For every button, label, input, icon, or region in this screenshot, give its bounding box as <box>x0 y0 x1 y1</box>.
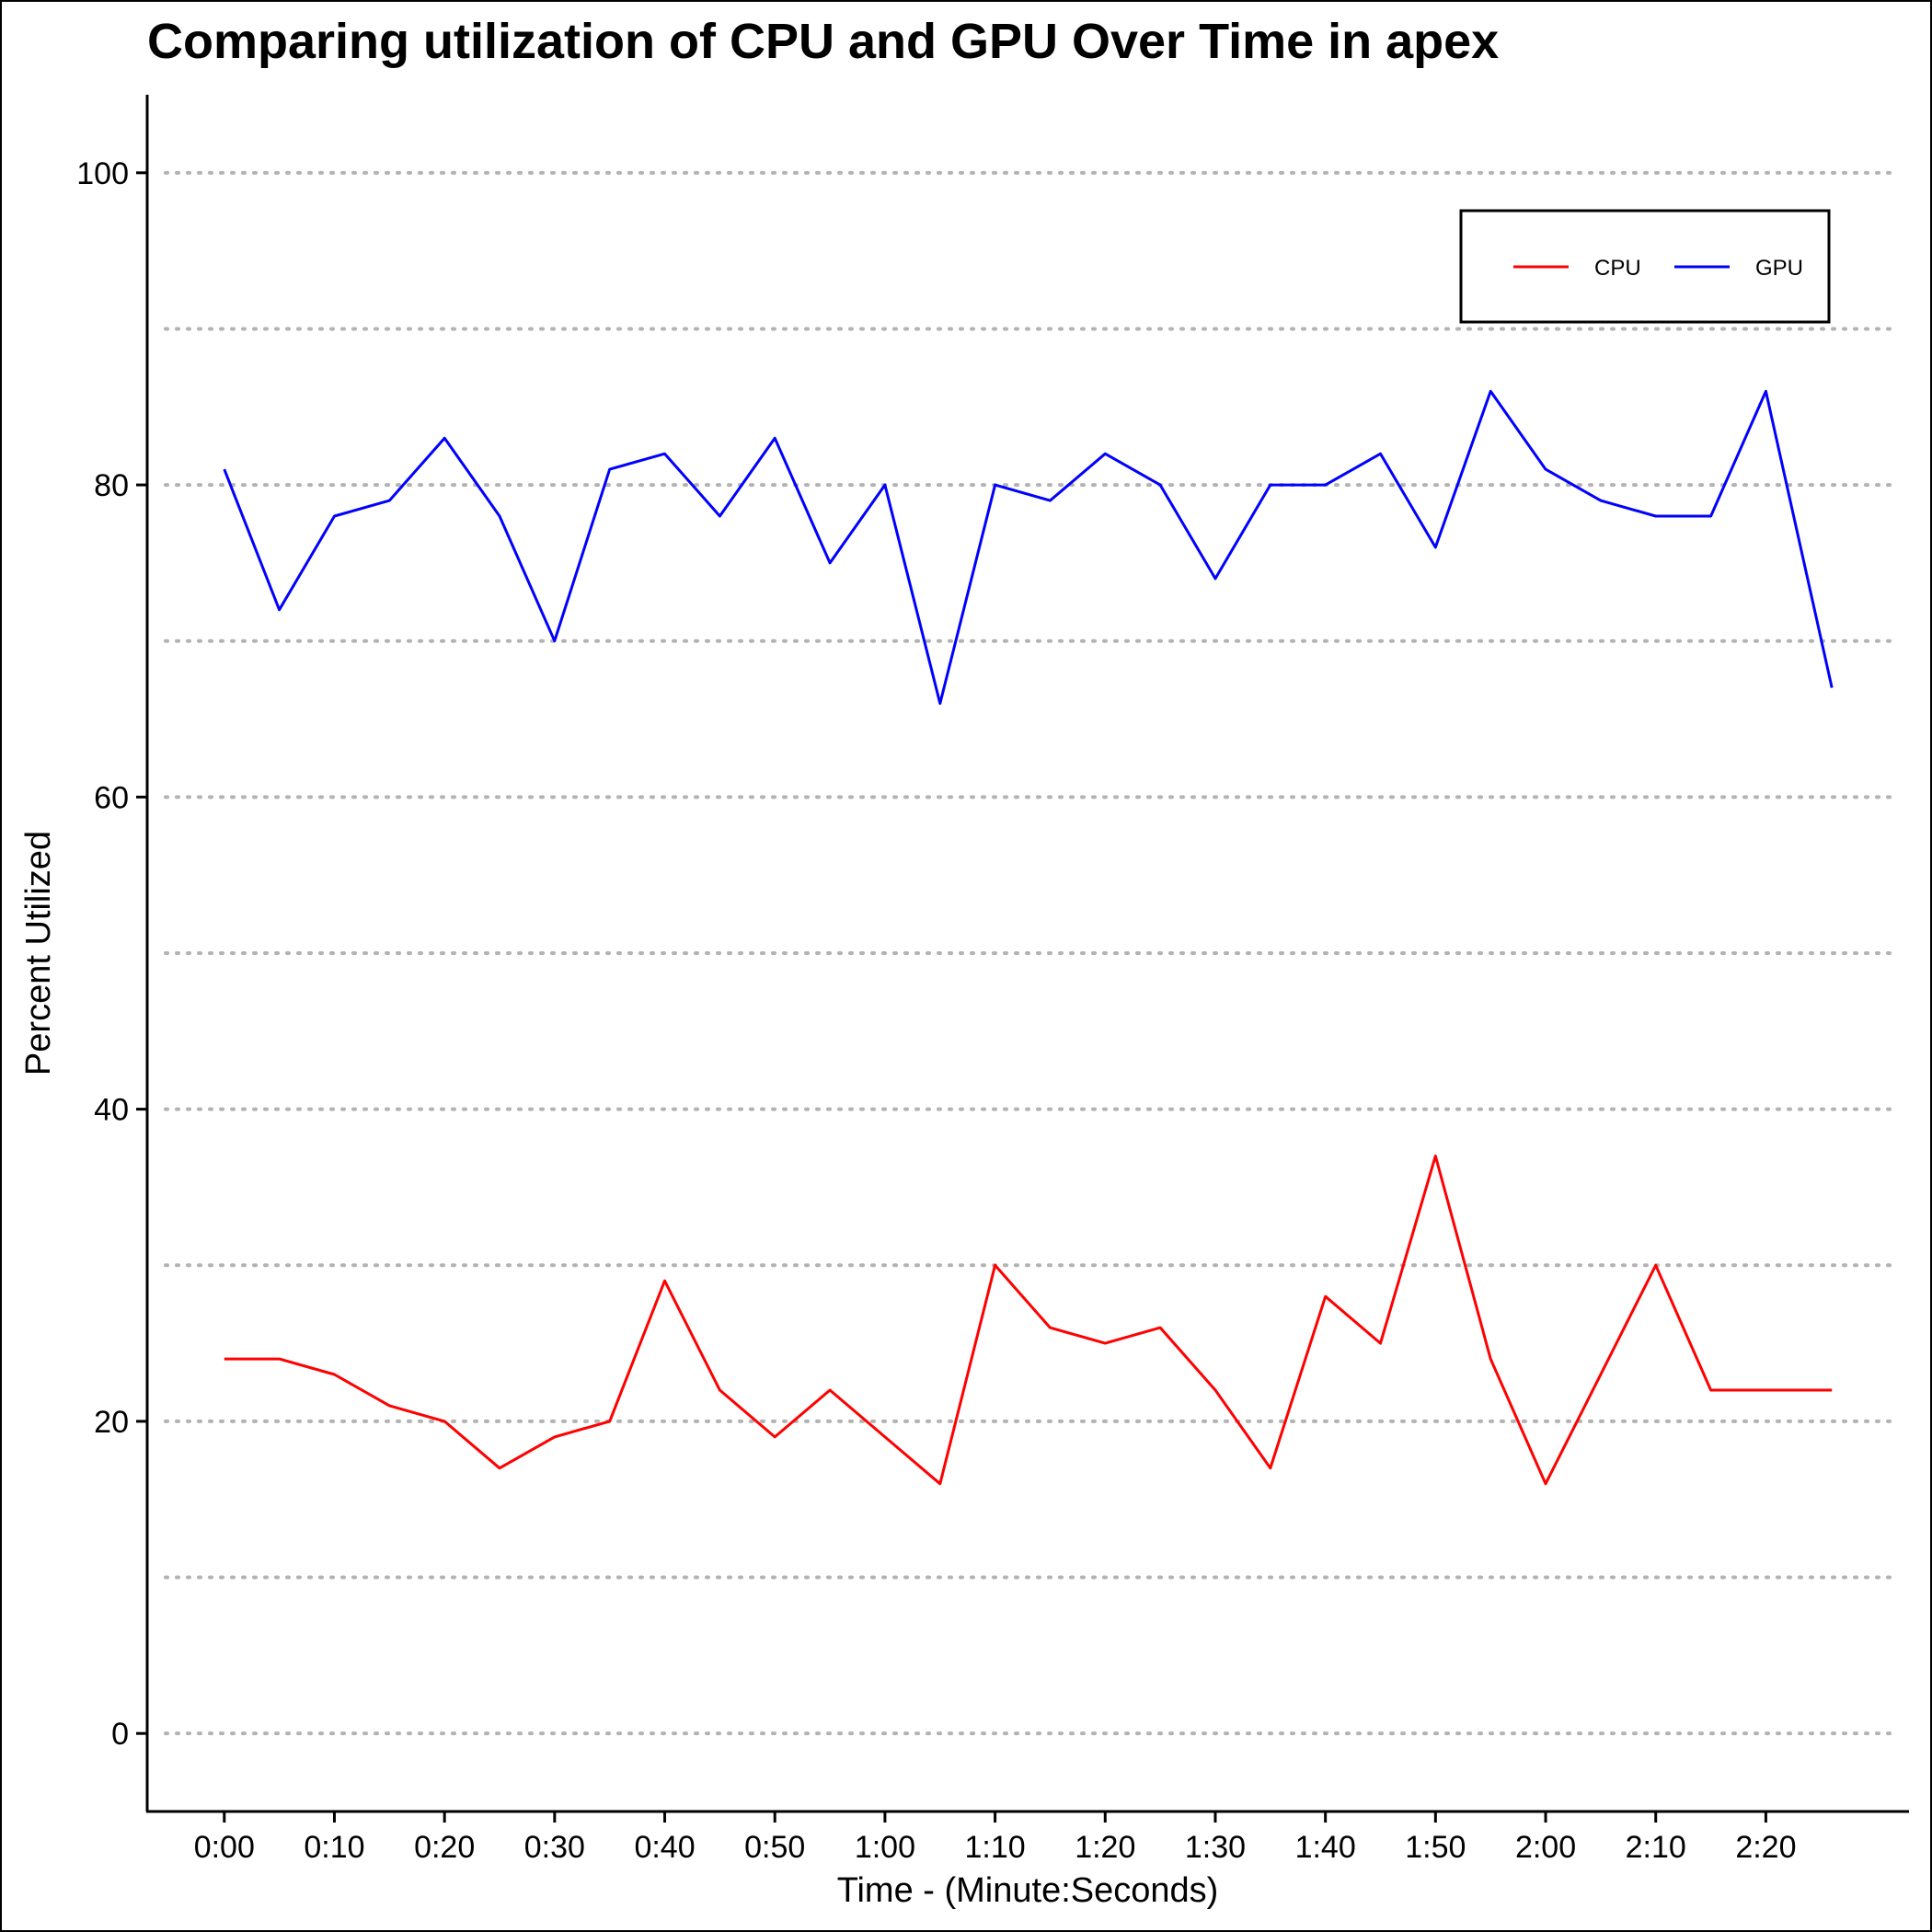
x-tick-label: 1:40 <box>1295 1830 1356 1865</box>
x-ticks: 0:00 0:10 0:20 0:30 0:40 0:50 1:00 1:10 1:20 1:30… <box>194 1811 1797 1865</box>
y-ticks: 0 20 40 60 80 100 <box>76 156 147 1752</box>
x-tick-label: 0:20 <box>414 1830 475 1865</box>
series-line-gpu <box>223 389 1834 706</box>
x-tick-label: 1:00 <box>855 1830 915 1865</box>
x-tick-label: 0:10 <box>304 1830 364 1865</box>
legend-cpu-label: CPU <box>1594 256 1641 281</box>
x-tick-label: 1:10 <box>965 1830 1026 1865</box>
y-tick-label: 0 <box>111 1717 129 1752</box>
x-tick-label: 1:30 <box>1185 1830 1246 1865</box>
y-tick-label: 100 <box>76 156 129 191</box>
series-lines <box>223 389 1834 1486</box>
x-tick-label: 0:00 <box>194 1830 255 1865</box>
axes <box>145 95 1909 1813</box>
y-tick-label: 80 <box>94 468 129 503</box>
y-tick-label: 20 <box>94 1405 129 1440</box>
series-line-cpu <box>224 1155 1833 1486</box>
x-tick-label: 0:40 <box>634 1830 695 1865</box>
gridlines <box>164 170 1892 1736</box>
x-tick-label: 2:00 <box>1515 1830 1576 1865</box>
x-axis-title: Time - (Minute:Seconds) <box>837 1871 1219 1910</box>
x-tick-label: 1:50 <box>1405 1830 1466 1865</box>
x-tick-label: 2:20 <box>1735 1830 1796 1865</box>
y-tick-label: 40 <box>94 1093 129 1128</box>
x-tick-label: 0:30 <box>524 1830 585 1865</box>
x-tick-label: 2:10 <box>1626 1830 1686 1865</box>
legend: CPU GPU <box>1459 209 1831 324</box>
legend-gpu-label: GPU <box>1755 256 1803 281</box>
y-tick-label: 60 <box>94 780 129 815</box>
chart-title: Comparing utilization of CPU and GPU Ove… <box>147 14 1500 69</box>
x-tick-label: 1:20 <box>1075 1830 1135 1865</box>
y-axis-title: Percent Utilized <box>19 831 58 1075</box>
x-tick-label: 0:50 <box>744 1830 805 1865</box>
